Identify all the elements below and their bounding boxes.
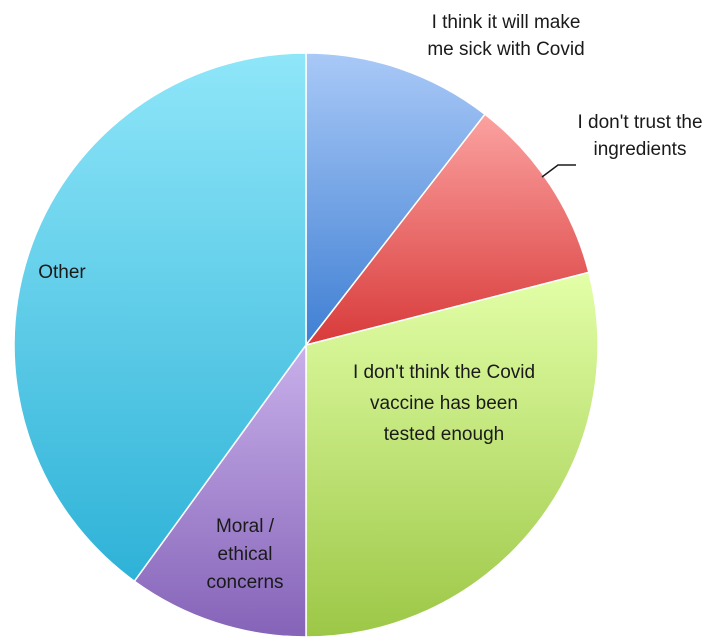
slice-label-line: Moral / [216,516,275,537]
pie-slice-4 [133,342,307,638]
slice-label-line: vaccine has been [370,393,518,414]
slice-label-line: me sick with Covid [427,39,584,60]
slice-labels: I think it will make me sick with CovidI … [38,12,702,593]
slice-label-1: I think it will make me sick with Covid [427,12,584,60]
leader-lines [541,164,576,178]
leader-line-2 [541,164,576,178]
slice-label-line: Other [38,262,86,283]
slice-label-line: tested enough [384,424,504,445]
slice-label-2: I don't trust the ingredients [577,112,702,160]
slice-label-5: Other [38,262,86,283]
pie-slice-1 [305,52,487,348]
slice-label-line: concerns [206,572,283,593]
slice-label-4: Moral / ethical concerns [206,516,283,593]
slice-label-line: ethical [218,544,273,565]
slice-label-line: I don't think the Covid [353,362,535,383]
pie-slice-3 [305,271,599,638]
slice-label-line: ingredients [594,139,687,160]
pie-slice-2 [304,113,590,347]
pie-slices [13,52,599,638]
slice-label-3: I don't think the Covid vaccine has been t… [353,362,535,445]
slice-label-line: I think it will make [432,12,581,33]
pie-slice-5 [13,52,307,583]
slice-label-line: I don't trust the [577,112,702,133]
